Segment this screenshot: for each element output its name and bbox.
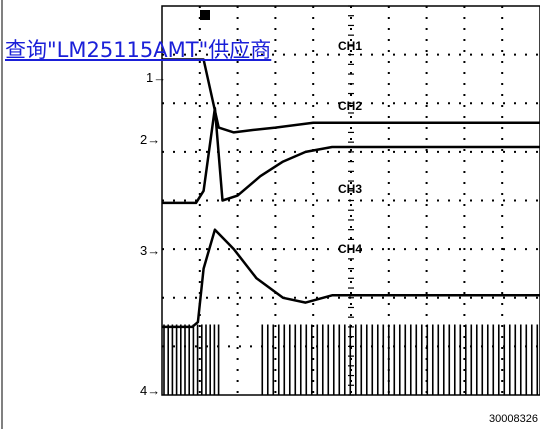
channel-label-ch2: CH2 <box>338 99 362 113</box>
channel-label-ch4: CH4 <box>338 242 362 256</box>
channel-label-ch3: CH3 <box>338 182 362 196</box>
ch3-trace <box>162 228 540 329</box>
channel-marker-2: 2→ <box>140 132 160 147</box>
trigger-marker <box>200 10 210 20</box>
channel-marker-4: 4→ <box>140 383 160 398</box>
ch2-trace <box>162 106 540 205</box>
channel-marker-3: 3→ <box>140 243 160 258</box>
channel-marker-1: 1→ <box>146 70 166 85</box>
supplier-search-link[interactable]: 查询"LM25115AMT"供应商 <box>5 38 272 62</box>
channel-label-ch1: CH1 <box>338 39 362 53</box>
ch1-trace <box>162 58 540 134</box>
figure-id: 30008326 <box>489 413 538 425</box>
